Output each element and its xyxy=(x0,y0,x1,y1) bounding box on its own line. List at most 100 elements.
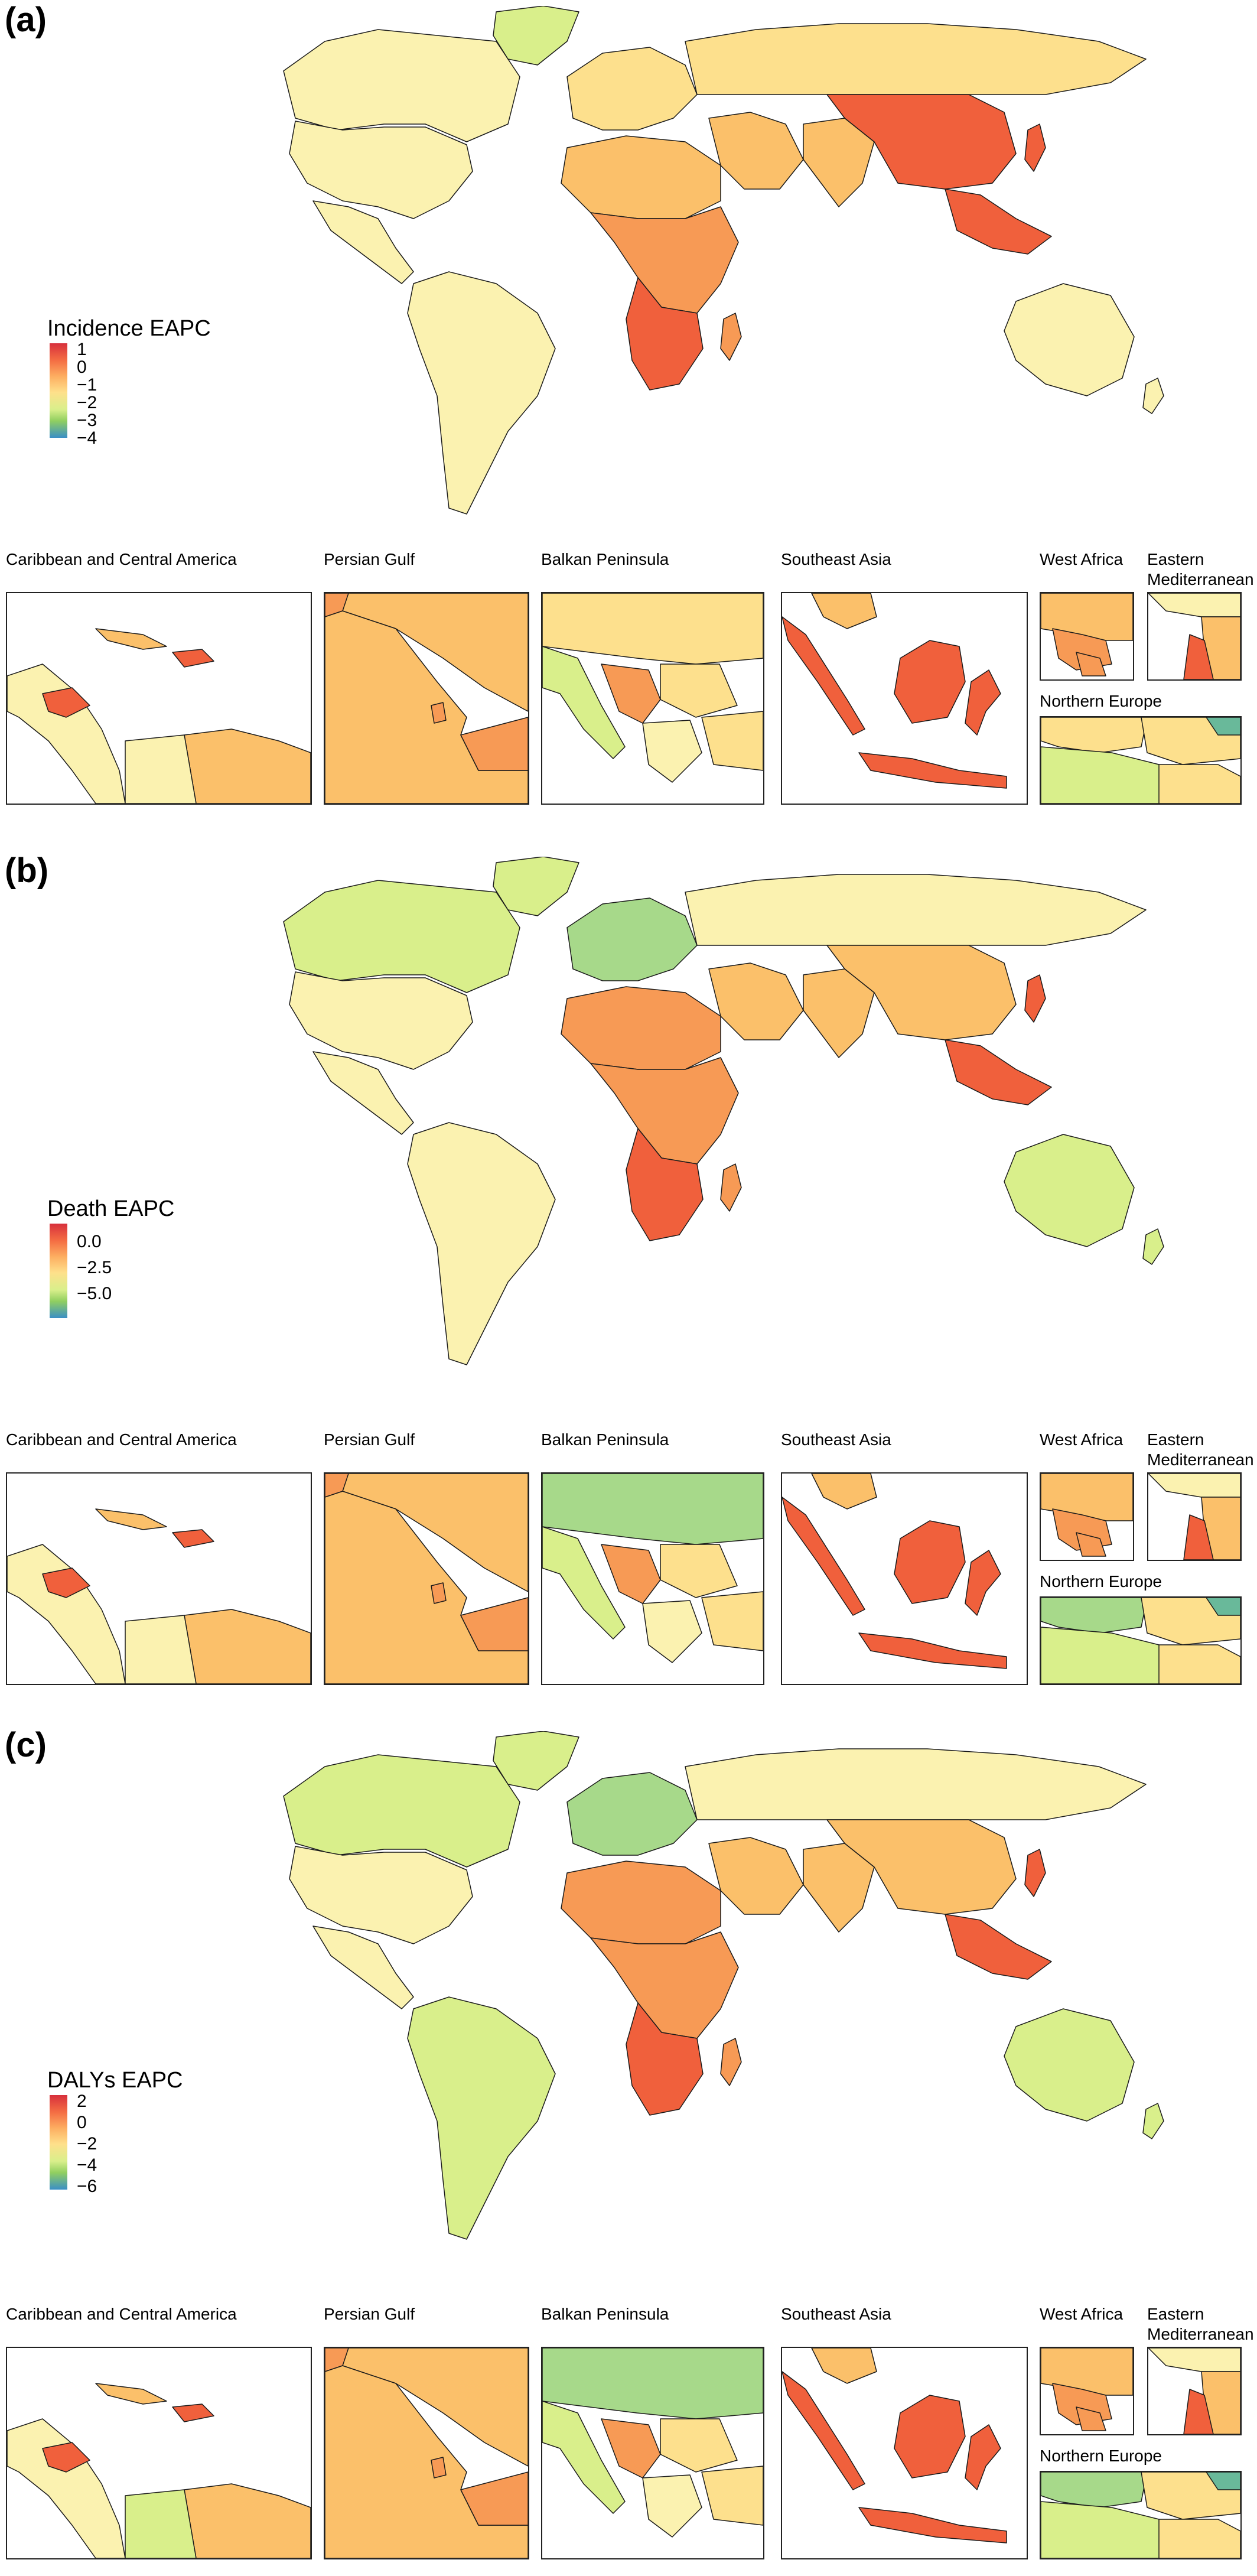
world-map xyxy=(283,1731,1164,2240)
legend-tick: 0.0 xyxy=(77,1232,102,1251)
world-map xyxy=(283,6,1164,515)
region-usa xyxy=(289,971,473,1070)
region-borneo xyxy=(894,1520,966,1604)
inset-map xyxy=(7,2383,311,2558)
panel-label: (b) xyxy=(5,851,49,890)
region-hispaniola xyxy=(172,2403,214,2422)
panel-c: (c) DALYs EAPC 2 0 −2 −4 −6 Caribbean an… xyxy=(0,1725,1257,2576)
region-greenland xyxy=(493,857,579,916)
region-borneo xyxy=(894,640,966,724)
inset-map xyxy=(1041,593,1133,676)
inset-title-line: Mediterranean xyxy=(1147,2325,1254,2343)
inset-northern-europe xyxy=(1040,1596,1242,1685)
inset-northern-europe xyxy=(1040,716,1242,805)
region-cuba xyxy=(95,1508,167,1530)
region-se-asia xyxy=(945,188,1052,255)
inset-map xyxy=(1041,2472,1240,2558)
inset-persian-gulf xyxy=(324,592,529,805)
region-belarus xyxy=(1158,764,1240,804)
region-honduras xyxy=(42,2442,90,2473)
region-venezuela xyxy=(184,1609,311,1684)
legend-tick: −6 xyxy=(77,2177,97,2196)
region-middle-east xyxy=(708,962,804,1040)
region-russia xyxy=(685,874,1147,946)
legend-tick: −3 xyxy=(77,411,97,430)
inset-southeast-asia xyxy=(781,1472,1028,1685)
inset-title-west-africa: West Africa xyxy=(1040,550,1124,568)
region-usa xyxy=(289,1846,473,1944)
region-greece xyxy=(642,2474,702,2538)
inset-title-southeast-asia: Southeast Asia xyxy=(781,1430,891,1449)
inset-title-persian-gulf: Persian Gulf xyxy=(324,2305,415,2323)
region-north-africa xyxy=(561,1861,721,1944)
region-turkey xyxy=(701,711,763,771)
region-former-yugoslavia xyxy=(601,2418,661,2479)
region-central-europe xyxy=(542,593,763,665)
region-central-america xyxy=(7,2418,126,2558)
panel-label: (c) xyxy=(5,1726,47,1764)
region-colombia xyxy=(125,1615,197,1684)
legend-colorbar xyxy=(50,2095,67,2190)
region-honduras xyxy=(42,1567,90,1598)
inset-west-africa xyxy=(1040,1472,1134,1561)
region-finland xyxy=(1206,1598,1240,1616)
region-southern-africa xyxy=(626,1128,704,1241)
region-greece xyxy=(642,1600,702,1663)
region-canada xyxy=(283,1754,520,1868)
region-italy xyxy=(542,2401,626,2514)
region-sumatra xyxy=(782,616,865,736)
inset-title-eastern-med: Eastern Mediterranean xyxy=(1147,549,1254,590)
region-japan xyxy=(1024,1849,1046,1897)
inset-title-eastern-med: Eastern Mediterranean xyxy=(1147,2304,1254,2344)
inset-title-balkan: Balkan Peninsula xyxy=(541,550,669,568)
inset-title-line: Eastern xyxy=(1147,1430,1204,1449)
region-madagascar xyxy=(720,313,742,361)
inset-title-eastern-med: Eastern Mediterranean xyxy=(1147,1430,1254,1470)
region-china xyxy=(826,1819,1017,1915)
inset-title-persian-gulf: Persian Gulf xyxy=(324,1430,415,1449)
region-java xyxy=(858,1632,1007,1669)
region-turkey-south xyxy=(1148,1474,1240,1498)
region-greece xyxy=(642,720,702,783)
region-mainland-sea xyxy=(811,593,877,629)
inset-map xyxy=(1041,1598,1240,1684)
region-sub-saharan-africa xyxy=(590,1057,739,1165)
inset-title-balkan: Balkan Peninsula xyxy=(541,2305,669,2323)
inset-west-africa xyxy=(1040,592,1134,681)
region-australia xyxy=(1004,1134,1135,1247)
region-madagascar xyxy=(720,1163,742,1212)
region-colombia xyxy=(125,2489,197,2558)
region-central-america xyxy=(7,1544,126,1684)
inset-title-northern-europe: Northern Europe xyxy=(1040,2447,1162,2465)
inset-title-line: Mediterranean xyxy=(1147,1450,1254,1469)
inset-map xyxy=(542,593,763,783)
region-australia xyxy=(1004,2008,1135,2122)
region-australia xyxy=(1004,283,1135,396)
region-borneo xyxy=(894,2395,966,2479)
region-italy xyxy=(542,646,626,759)
inset-northern-europe xyxy=(1040,2471,1242,2559)
region-china xyxy=(826,945,1017,1040)
region-romania-bulgaria xyxy=(660,1544,738,1598)
legend-title: Death EAPC xyxy=(47,1196,175,1221)
region-uae xyxy=(460,2471,528,2526)
region-sulawesi xyxy=(965,2424,1001,2490)
region-new-zealand xyxy=(1142,1228,1164,1265)
region-canada xyxy=(283,29,520,142)
region-israel-palestine xyxy=(1183,1514,1214,1560)
inset-title-persian-gulf: Persian Gulf xyxy=(324,550,415,568)
region-java xyxy=(858,2507,1007,2544)
region-southern-africa xyxy=(626,2002,704,2116)
legend-tick: −1 xyxy=(77,375,97,395)
inset-caribbean xyxy=(6,592,312,805)
inset-map xyxy=(325,2348,528,2558)
inset-southeast-asia xyxy=(781,2347,1028,2559)
region-north-africa xyxy=(561,986,721,1070)
inset-map xyxy=(7,1508,311,1684)
region-southern-africa xyxy=(626,277,704,391)
inset-map xyxy=(542,1474,763,1663)
region-sub-saharan-africa xyxy=(590,206,739,314)
world-map xyxy=(283,857,1164,1365)
region-venezuela xyxy=(184,728,311,804)
region-finland xyxy=(1206,2472,1240,2490)
